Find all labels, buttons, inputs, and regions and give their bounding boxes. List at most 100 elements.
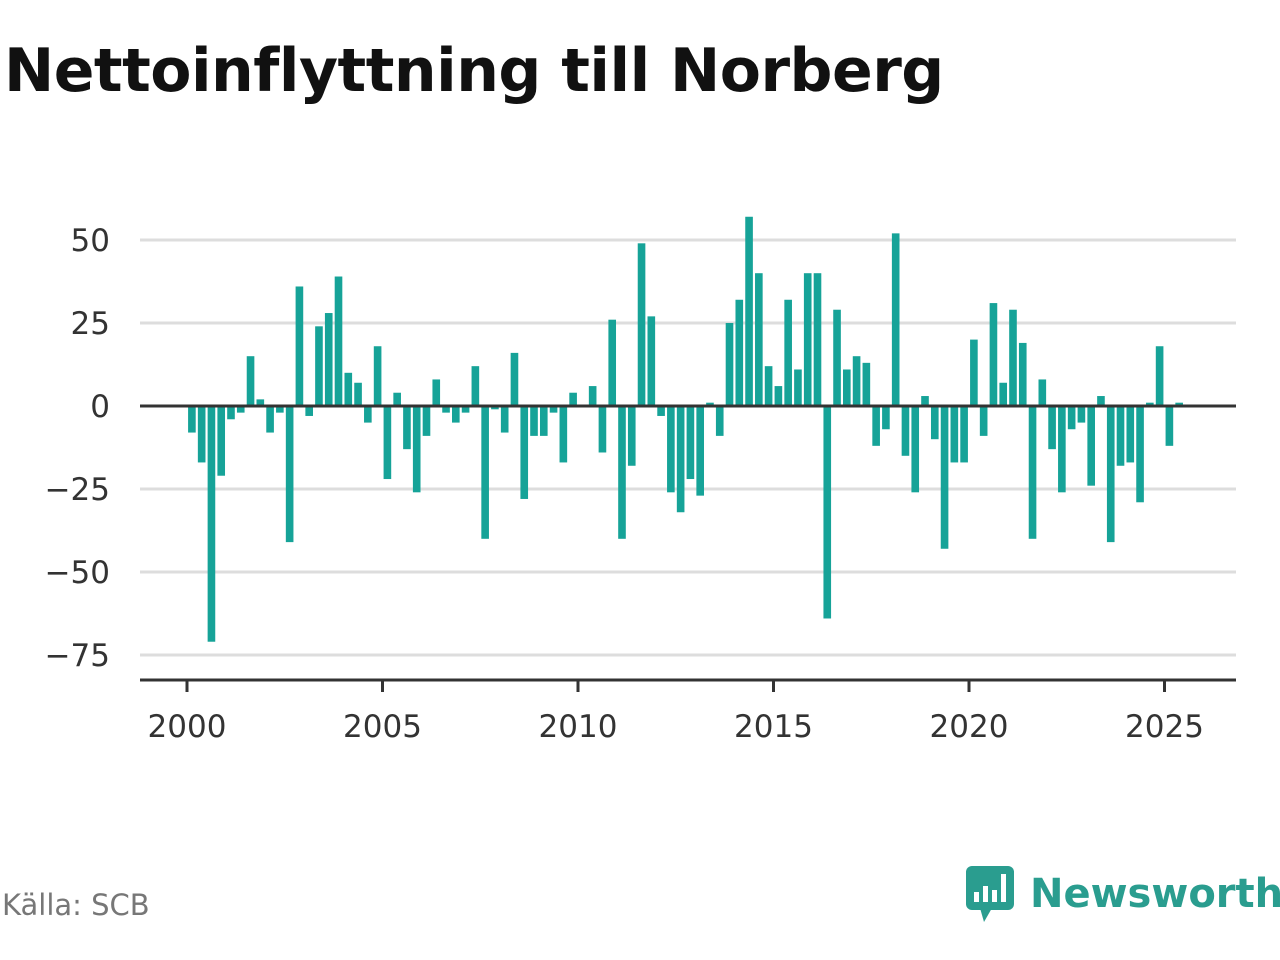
bar	[1087, 406, 1095, 486]
bar	[1009, 309, 1017, 406]
bar	[608, 319, 617, 406]
bar	[1146, 402, 1154, 406]
bar	[285, 406, 294, 543]
y-tick-label: 25	[71, 306, 110, 342]
bar	[989, 303, 998, 406]
bar	[637, 243, 646, 406]
bar	[315, 326, 323, 406]
bar	[930, 406, 939, 440]
grid-lines	[140, 238, 1236, 657]
bar	[559, 406, 568, 463]
chart-speech-bubble-icon	[966, 866, 1014, 922]
bar	[471, 366, 480, 406]
bar	[872, 406, 880, 446]
bar	[1165, 406, 1174, 446]
axes: 50 25 0 −25 −50 −75 2000 2005 2010 2015 2020 2025	[45, 223, 1236, 745]
bar	[950, 406, 959, 463]
bar	[706, 402, 714, 406]
bar	[676, 406, 685, 513]
bar	[803, 273, 812, 406]
chart-title: Nettoinflyttning till Norberg	[4, 36, 944, 106]
bar	[364, 406, 372, 423]
bar	[960, 406, 968, 463]
bar	[207, 406, 216, 642]
bar	[246, 356, 255, 406]
brand-name: Newsworthy	[1030, 871, 1280, 917]
bar	[461, 406, 470, 413]
bar	[1048, 406, 1056, 450]
bar	[1058, 406, 1066, 493]
bar	[324, 313, 333, 406]
bar	[970, 339, 978, 406]
bar	[940, 406, 949, 549]
bar	[1155, 346, 1164, 406]
bar	[1116, 406, 1125, 466]
bar	[1067, 406, 1076, 430]
bar	[1028, 406, 1037, 539]
bar	[383, 406, 392, 480]
brand-logo[interactable]: Newsworthy	[964, 864, 1280, 924]
bar	[373, 346, 382, 406]
y-tick-label: 0	[90, 389, 110, 425]
bar	[764, 366, 773, 406]
y-tick-label: −25	[45, 472, 110, 508]
bar	[598, 406, 607, 453]
bar	[432, 379, 441, 406]
bar	[715, 406, 724, 436]
bar	[217, 406, 226, 476]
bar	[197, 406, 206, 463]
bar	[745, 216, 753, 406]
bar	[236, 406, 245, 413]
y-tick-label: −75	[45, 638, 110, 674]
bar	[618, 406, 626, 539]
bar	[276, 406, 284, 413]
bar	[442, 406, 450, 413]
source-note: Källa: SCB	[2, 888, 150, 922]
bar	[755, 273, 763, 406]
bar	[1018, 342, 1027, 406]
bar	[588, 386, 597, 406]
bar	[403, 406, 411, 450]
x-tick-label: 2000	[148, 709, 227, 745]
x-tick-label: 2020	[930, 709, 1009, 745]
bar	[1175, 402, 1183, 406]
bar	[530, 406, 538, 436]
bar	[1097, 396, 1105, 406]
x-tick-label: 2010	[539, 709, 618, 745]
bar	[491, 406, 499, 410]
bar	[344, 372, 353, 406]
bar	[911, 406, 920, 493]
bar	[1106, 406, 1115, 543]
bar	[393, 392, 401, 406]
bar	[452, 406, 460, 423]
bar	[500, 406, 509, 433]
bar	[823, 406, 832, 619]
bar	[891, 233, 900, 406]
bar	[1077, 406, 1086, 423]
bar	[481, 406, 489, 539]
bar	[412, 406, 421, 493]
bar	[422, 406, 431, 436]
bar	[334, 276, 343, 406]
bar	[549, 406, 558, 413]
bar	[921, 396, 929, 406]
bar	[667, 406, 675, 493]
bar	[627, 406, 636, 466]
bar	[354, 382, 362, 406]
bars	[188, 216, 1183, 642]
bar	[999, 382, 1008, 406]
bar	[1136, 406, 1144, 503]
bar	[1038, 379, 1047, 406]
bar	[774, 386, 783, 406]
bar	[657, 406, 665, 416]
bar	[510, 352, 519, 406]
bar	[686, 406, 695, 480]
y-tick-label: 50	[71, 223, 110, 259]
bar	[1126, 406, 1135, 463]
bar	[901, 406, 910, 456]
bar	[295, 286, 304, 406]
bar	[188, 406, 196, 433]
bar	[735, 299, 744, 406]
bar	[833, 309, 841, 406]
bar	[256, 399, 265, 406]
